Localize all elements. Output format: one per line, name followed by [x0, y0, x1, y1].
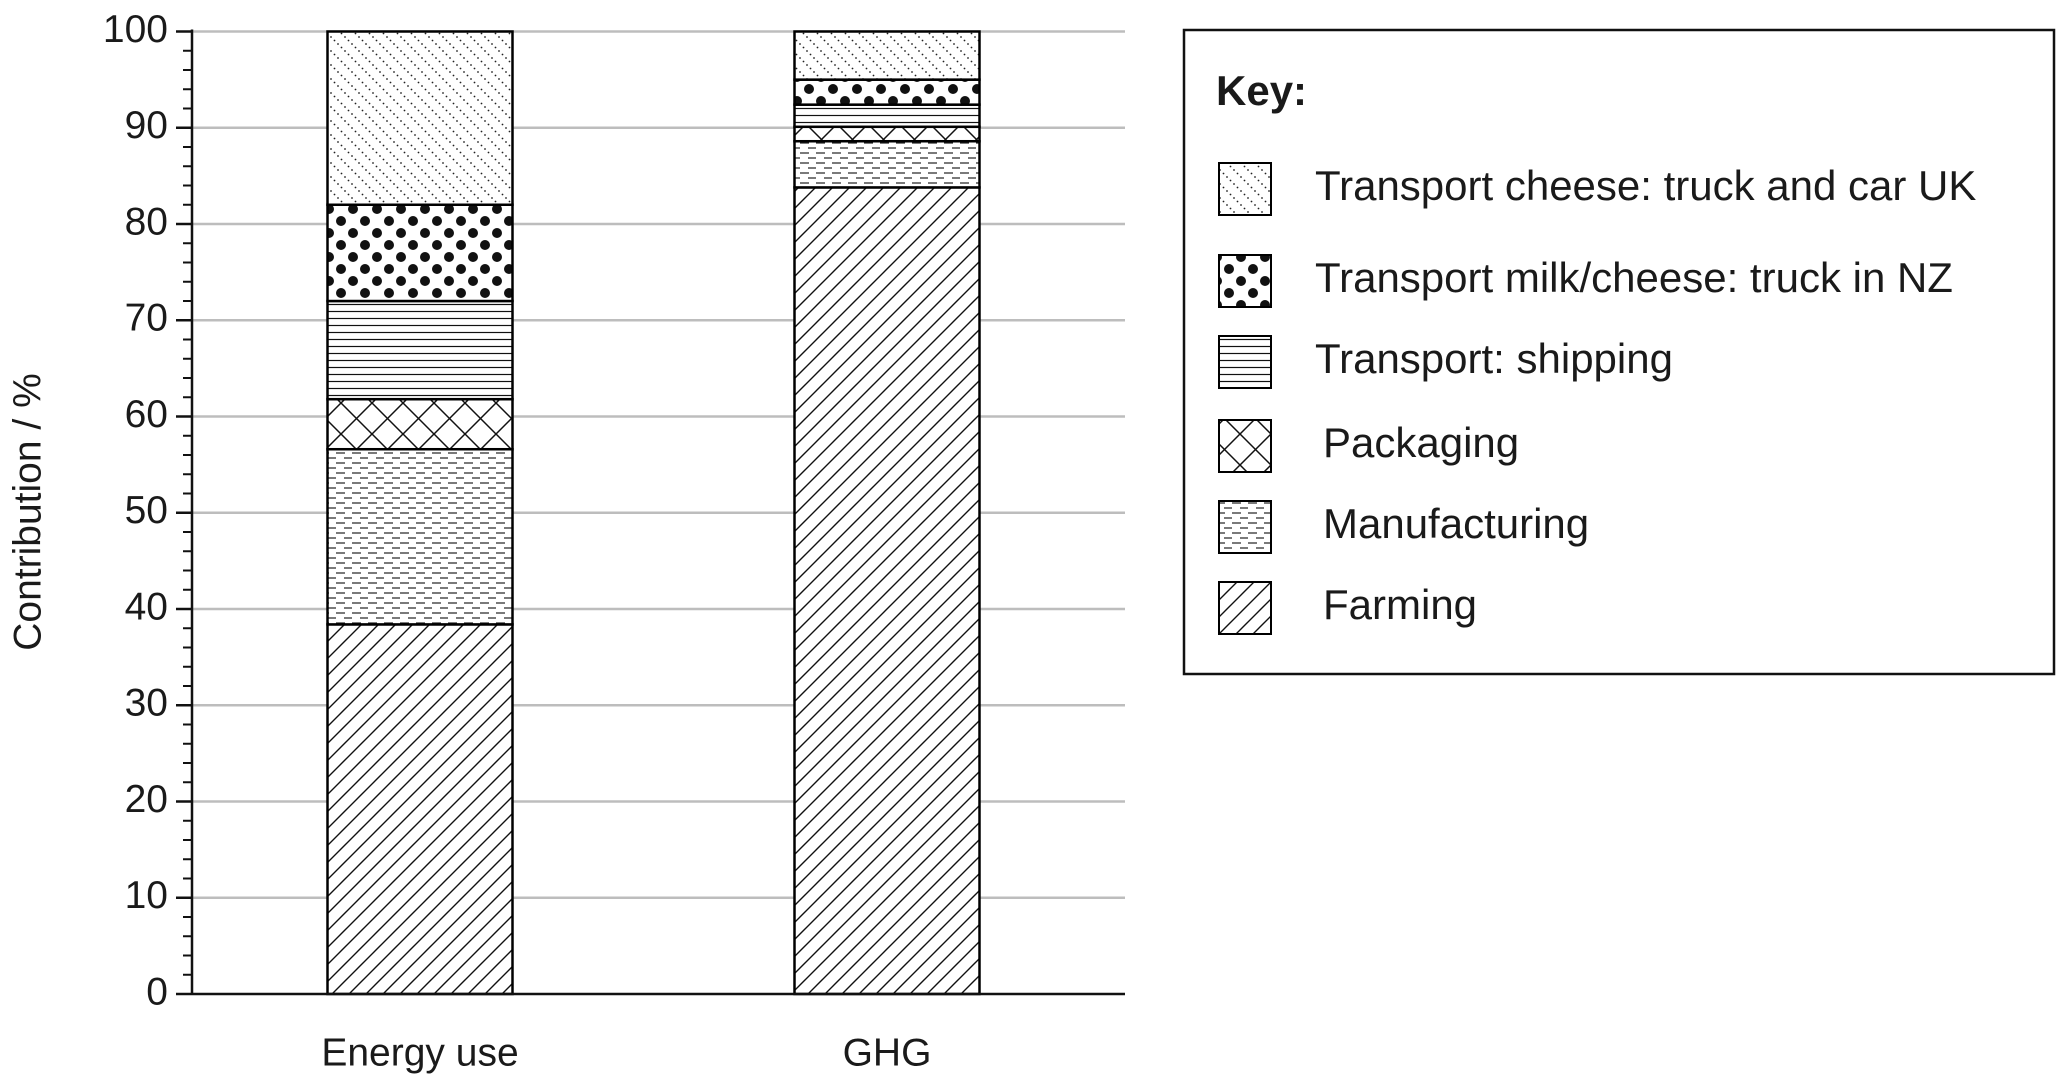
legend-label: Packaging [1323, 419, 1519, 466]
bar-segment [326, 623, 514, 996]
y-tick-label: 50 [125, 489, 168, 532]
legend-swatch [1218, 500, 1272, 554]
bar-segment [326, 397, 514, 451]
y-tick-label: 0 [146, 970, 168, 1013]
y-tick-label: 40 [125, 585, 168, 628]
bar-segment [326, 30, 514, 206]
legend-label: Manufacturing [1323, 500, 1589, 547]
y-tick-label: 20 [125, 778, 168, 821]
y-axis-title: Contribution / % [6, 373, 49, 650]
legend-box [1182, 28, 2056, 676]
legend-swatch [1218, 581, 1272, 635]
legend-label: Farming [1323, 581, 1477, 628]
legend-label: Transport cheese: truck and car UK [1315, 162, 1976, 209]
bar-segment [326, 447, 514, 626]
bar-segment [793, 78, 981, 106]
legend-swatch [1218, 419, 1272, 473]
bar-segment [793, 125, 981, 143]
legend-label: Transport: shipping [1315, 335, 1673, 382]
bar-segment [793, 103, 981, 129]
x-tick-label: Energy use [321, 1031, 518, 1074]
y-tick-label: 30 [125, 682, 168, 725]
legend-swatch [1218, 254, 1272, 308]
y-tick-label: 70 [125, 297, 168, 340]
bar-segment [793, 139, 981, 189]
y-tick-label: 90 [125, 104, 168, 147]
bar-segment [793, 186, 981, 996]
bar-segment [326, 203, 514, 303]
y-tick-label: 80 [125, 200, 168, 243]
legend-swatch [1218, 335, 1272, 389]
y-tick-label: 100 [103, 8, 168, 51]
legend-title: Key: [1216, 67, 1307, 114]
legend-label: Transport milk/cheese: truck in NZ [1315, 254, 1953, 301]
bar-segment [793, 30, 981, 81]
y-tick-label: 60 [125, 393, 168, 436]
y-tick-label: 10 [125, 874, 168, 917]
bar-segment [326, 299, 514, 401]
legend-swatch [1218, 162, 1272, 216]
x-tick-label: GHG [843, 1031, 932, 1074]
